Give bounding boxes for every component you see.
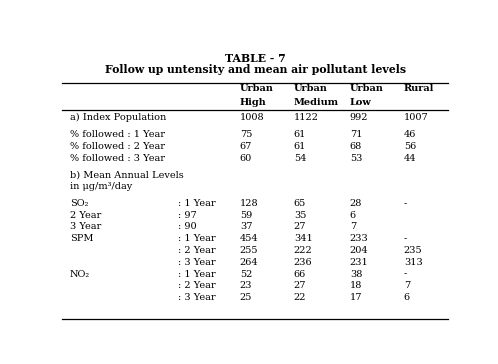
Text: NO₂: NO₂ (70, 270, 90, 278)
Text: 233: 233 (350, 234, 369, 243)
Text: : 2 Year: : 2 Year (178, 281, 216, 290)
Text: 46: 46 (404, 130, 416, 139)
Text: 68: 68 (350, 142, 362, 151)
Text: 37: 37 (240, 222, 252, 232)
Text: 264: 264 (240, 258, 258, 267)
Text: 3 Year: 3 Year (70, 222, 101, 232)
Text: 59: 59 (240, 211, 252, 220)
Text: in μg/m³/day: in μg/m³/day (70, 182, 132, 191)
Text: 454: 454 (240, 234, 258, 243)
Text: 222: 222 (294, 246, 313, 255)
Text: 235: 235 (404, 246, 422, 255)
Text: 992: 992 (350, 113, 369, 122)
Text: 54: 54 (294, 154, 306, 163)
Text: 38: 38 (350, 270, 362, 278)
Text: 25: 25 (240, 293, 252, 302)
Text: 1008: 1008 (240, 113, 264, 122)
Text: 313: 313 (404, 258, 423, 267)
Text: Urban: Urban (350, 84, 383, 93)
Text: 75: 75 (240, 130, 252, 139)
Text: SO₂: SO₂ (70, 199, 88, 208)
Text: Urban: Urban (294, 84, 328, 93)
Text: 66: 66 (294, 270, 306, 278)
Text: Medium: Medium (294, 98, 339, 107)
Text: 7: 7 (404, 281, 410, 290)
Text: 71: 71 (350, 130, 362, 139)
Text: Low: Low (350, 98, 372, 107)
Text: 61: 61 (294, 130, 306, 139)
Text: Urban: Urban (240, 84, 274, 93)
Text: 1122: 1122 (294, 113, 319, 122)
Text: % followed : 2 Year: % followed : 2 Year (70, 142, 165, 151)
Text: 6: 6 (350, 211, 356, 220)
Text: Follow up untensity and mean air pollutant levels: Follow up untensity and mean air polluta… (105, 64, 406, 75)
Text: 35: 35 (294, 211, 306, 220)
Text: SPM: SPM (70, 234, 94, 243)
Text: 17: 17 (350, 293, 362, 302)
Text: 236: 236 (294, 258, 312, 267)
Text: 27: 27 (294, 281, 306, 290)
Text: 128: 128 (240, 199, 258, 208)
Text: : 3 Year: : 3 Year (178, 258, 216, 267)
Text: % followed : 1 Year: % followed : 1 Year (70, 130, 165, 139)
Text: 27: 27 (294, 222, 306, 232)
Text: Rural: Rural (404, 84, 434, 93)
Text: % followed : 3 Year: % followed : 3 Year (70, 154, 165, 163)
Text: : 97: : 97 (178, 211, 197, 220)
Text: 65: 65 (294, 199, 306, 208)
Text: 60: 60 (240, 154, 252, 163)
Text: 61: 61 (294, 142, 306, 151)
Text: 341: 341 (294, 234, 313, 243)
Text: : 90: : 90 (178, 222, 197, 232)
Text: 255: 255 (240, 246, 258, 255)
Text: -: - (404, 234, 407, 243)
Text: 204: 204 (350, 246, 369, 255)
Text: TABLE - 7: TABLE - 7 (225, 54, 285, 64)
Text: -: - (404, 270, 407, 278)
Text: a) Index Population: a) Index Population (70, 113, 166, 122)
Text: 56: 56 (404, 142, 416, 151)
Text: 18: 18 (350, 281, 362, 290)
Text: 7: 7 (350, 222, 356, 232)
Text: : 2 Year: : 2 Year (178, 246, 216, 255)
Text: 1007: 1007 (404, 113, 429, 122)
Text: 2 Year: 2 Year (70, 211, 101, 220)
Text: : 1 Year: : 1 Year (178, 270, 216, 278)
Text: 44: 44 (404, 154, 416, 163)
Text: High: High (240, 98, 266, 107)
Text: b) Mean Annual Levels: b) Mean Annual Levels (70, 170, 184, 179)
Text: : 1 Year: : 1 Year (178, 199, 216, 208)
Text: -: - (404, 199, 407, 208)
Text: 67: 67 (240, 142, 252, 151)
Text: : 3 Year: : 3 Year (178, 293, 216, 302)
Text: 22: 22 (294, 293, 306, 302)
Text: 231: 231 (350, 258, 369, 267)
Text: 52: 52 (240, 270, 252, 278)
Text: : 1 Year: : 1 Year (178, 234, 216, 243)
Text: 6: 6 (404, 293, 410, 302)
Text: 28: 28 (350, 199, 362, 208)
Text: 23: 23 (240, 281, 252, 290)
Text: 53: 53 (350, 154, 362, 163)
